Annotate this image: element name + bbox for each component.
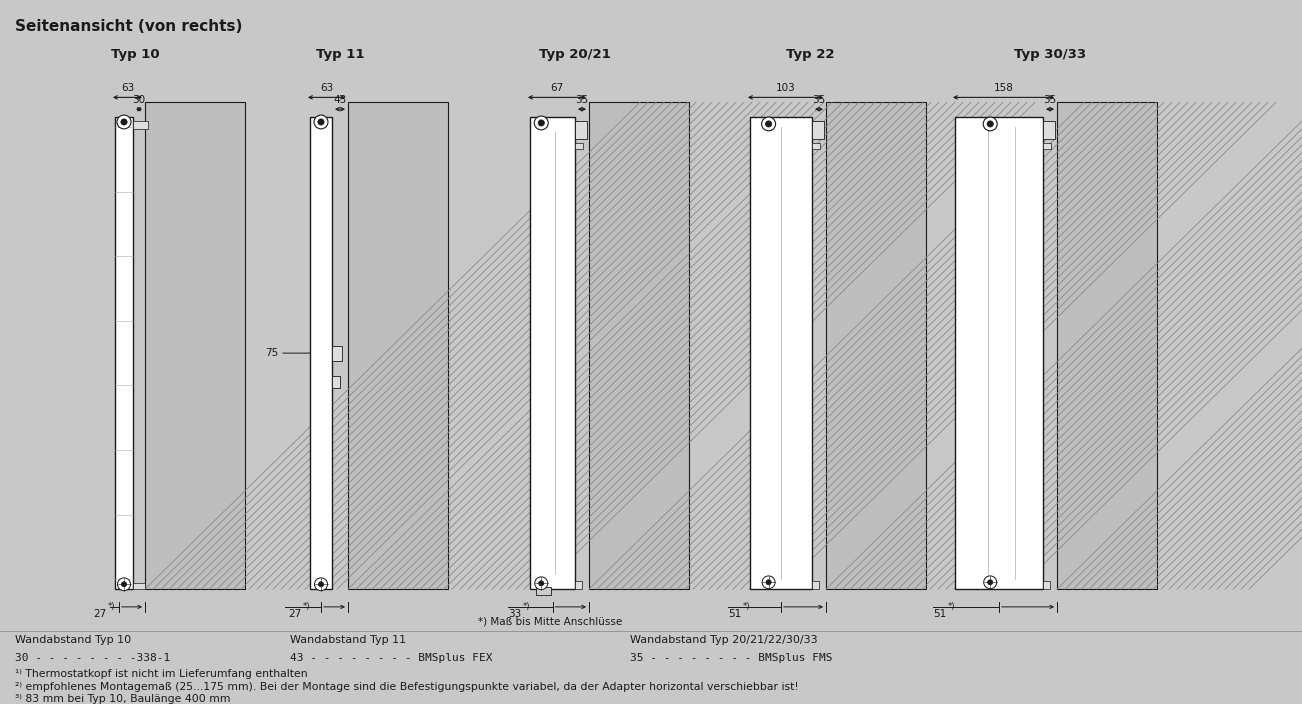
Text: 43: 43 [333,95,346,105]
Bar [332,346,342,361]
Text: 43 - - - - - - - - BMSplus FEX: 43 - - - - - - - - BMSplus FEX [290,653,492,663]
Text: ²⁾ empfohlenes Montagemaß (25...175 mm). Bei der Montage sind die Befestigungspu: ²⁾ empfohlenes Montagemaß (25...175 mm).… [16,681,798,691]
Bar [1043,143,1051,149]
Circle shape [538,120,544,126]
Circle shape [117,115,132,129]
Text: 27: 27 [92,609,107,619]
Text: 51: 51 [934,609,947,619]
Text: 30: 30 [133,95,146,105]
Text: 35: 35 [1043,95,1057,105]
Bar [575,143,583,149]
Text: Typ 22: Typ 22 [785,48,835,61]
Bar [115,117,133,589]
Circle shape [988,579,993,585]
Bar [812,582,819,589]
Text: 30 - - - - - - - -338-1: 30 - - - - - - - -338-1 [16,653,171,663]
Bar [575,121,587,139]
Bar [812,121,824,139]
Bar [536,587,551,595]
Circle shape [319,582,324,587]
Text: 75: 75 [266,348,279,358]
Circle shape [315,578,328,591]
Bar [1057,102,1157,589]
Text: 67: 67 [551,84,564,94]
Circle shape [314,115,328,129]
Text: 63: 63 [320,84,333,94]
Circle shape [983,117,997,131]
Circle shape [539,581,544,586]
Bar [310,117,332,589]
Bar [575,582,582,589]
Text: 35: 35 [575,95,589,105]
Bar [1043,582,1049,589]
Circle shape [117,578,130,591]
Bar [1043,121,1055,139]
Bar [332,376,340,387]
Circle shape [766,121,772,127]
Bar [530,117,575,589]
Text: 158: 158 [993,84,1013,94]
Text: Typ 20/21: Typ 20/21 [539,48,611,61]
Bar [348,102,448,589]
Circle shape [984,576,997,589]
Bar [825,102,926,589]
Circle shape [535,577,548,590]
Circle shape [987,121,993,127]
Text: ¹⁾ Thermostatkopf ist nicht im Lieferumfang enthalten: ¹⁾ Thermostatkopf ist nicht im Lieferumf… [16,669,307,679]
Text: 51: 51 [728,609,741,619]
Text: ³⁾ 83 mm bei Typ 10, Baulänge 400 mm: ³⁾ 83 mm bei Typ 10, Baulänge 400 mm [16,694,230,704]
Bar [133,584,145,589]
Text: Seitenansicht (von rechts): Seitenansicht (von rechts) [16,19,242,34]
Text: 35: 35 [812,95,825,105]
Circle shape [121,119,128,125]
Bar [812,143,820,149]
Bar [145,102,245,589]
Text: Typ 11: Typ 11 [316,48,365,61]
Circle shape [762,117,776,131]
Circle shape [762,576,775,589]
Circle shape [766,579,771,585]
Text: Wandabstand Typ 20/21/22/30/33: Wandabstand Typ 20/21/22/30/33 [630,636,818,646]
Bar [589,102,689,589]
Text: *): *) [948,603,956,611]
Text: Wandabstand Typ 10: Wandabstand Typ 10 [16,636,132,646]
Circle shape [318,119,324,125]
Circle shape [534,116,548,130]
Text: *) Maß bis Mitte Anschlüsse: *) Maß bis Mitte Anschlüsse [478,617,622,627]
Text: 103: 103 [776,84,796,94]
Text: *): *) [108,603,116,611]
Text: *): *) [303,603,310,611]
Text: *): *) [523,603,530,611]
Text: Typ 10: Typ 10 [111,48,159,61]
Text: *): *) [743,603,750,611]
Text: 35 - - - - - - - - BMSplus FMS: 35 - - - - - - - - BMSplus FMS [630,653,832,663]
Text: 63: 63 [121,84,134,94]
Bar [954,117,1043,589]
Circle shape [121,582,126,587]
Text: Typ 30/33: Typ 30/33 [1014,48,1086,61]
Text: Wandabstand Typ 11: Wandabstand Typ 11 [290,636,406,646]
Bar [750,117,812,589]
Text: 27: 27 [288,609,301,619]
Bar [133,121,148,129]
Text: 33: 33 [508,609,521,619]
